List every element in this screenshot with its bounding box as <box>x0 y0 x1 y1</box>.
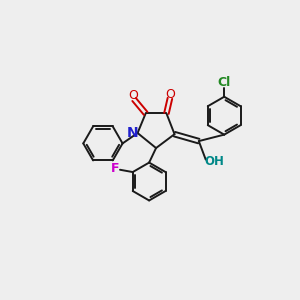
Text: Cl: Cl <box>218 76 231 89</box>
Text: O: O <box>128 89 138 102</box>
Text: F: F <box>111 162 120 175</box>
Text: N: N <box>127 126 138 140</box>
Text: OH: OH <box>205 155 224 168</box>
Text: O: O <box>165 88 175 101</box>
